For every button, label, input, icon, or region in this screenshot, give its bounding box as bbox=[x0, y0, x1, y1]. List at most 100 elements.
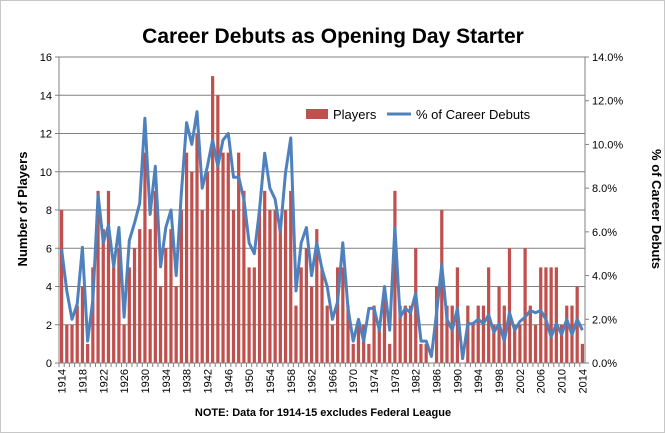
bar-1935 bbox=[169, 229, 173, 363]
bar-1951 bbox=[252, 267, 256, 363]
bar-1929 bbox=[138, 229, 142, 363]
bar-1918 bbox=[80, 286, 85, 363]
bar-1971 bbox=[356, 324, 361, 363]
x-tick-label: 1934 bbox=[161, 369, 173, 393]
x-tick-label: 1918 bbox=[77, 369, 89, 393]
bar-1914 bbox=[59, 210, 64, 363]
x-tick-label: 1950 bbox=[244, 369, 256, 393]
bar-2007 bbox=[544, 267, 548, 363]
y-tick-label: 6 bbox=[46, 243, 52, 255]
bar-1944 bbox=[216, 95, 220, 363]
bar-1950 bbox=[247, 267, 251, 363]
bar-2005 bbox=[533, 324, 538, 363]
bar-1931 bbox=[148, 229, 152, 363]
bar-1957 bbox=[283, 210, 288, 363]
bar-2004 bbox=[528, 305, 532, 363]
x-tick-label: 1966 bbox=[327, 369, 339, 393]
y-tick-label: 12 bbox=[40, 129, 52, 141]
x-tick-label: 1994 bbox=[473, 369, 485, 393]
line-series bbox=[60, 110, 584, 361]
y2-tick-label: 0.0% bbox=[592, 358, 617, 370]
chart-title: Career Debuts as Opening Day Starter bbox=[142, 25, 524, 48]
x-tick-label: 1982 bbox=[411, 369, 423, 393]
bar-1963 bbox=[315, 229, 319, 363]
bar-1934 bbox=[164, 248, 168, 363]
bar-1924 bbox=[112, 267, 116, 363]
bar-1954 bbox=[268, 210, 272, 363]
bar-1970 bbox=[351, 343, 355, 363]
x-tick-label: 1922 bbox=[98, 369, 110, 393]
bar-1925 bbox=[117, 248, 121, 363]
x-tick-label: 1938 bbox=[182, 369, 194, 393]
x-tick-label: 1986 bbox=[432, 369, 444, 393]
y2-tick-label: 12.0% bbox=[592, 96, 623, 108]
bar-2001 bbox=[513, 324, 517, 363]
y2-axis-ticks: 0.0% 2.0% 4.0% 6.0% 8.0% 10.0% 12.0% 14.0% bbox=[585, 52, 623, 370]
bar-1921 bbox=[96, 190, 100, 363]
x-tick-label: 1998 bbox=[494, 369, 506, 393]
bar-1962 bbox=[309, 286, 314, 363]
bar-1955 bbox=[273, 210, 277, 363]
bar-1937 bbox=[179, 210, 184, 363]
y-axis-title: Number of Players bbox=[15, 152, 30, 267]
bar-1916 bbox=[70, 324, 74, 363]
x-tick-label: 1930 bbox=[140, 369, 152, 393]
bar-1977 bbox=[388, 343, 392, 363]
bar-1966 bbox=[330, 324, 335, 363]
bar-1938 bbox=[184, 152, 189, 363]
bar-1922 bbox=[101, 229, 105, 363]
bar-2009 bbox=[554, 267, 558, 363]
bar-1948 bbox=[237, 152, 241, 363]
bar-1964 bbox=[320, 267, 324, 363]
bar-1956 bbox=[278, 229, 282, 363]
bar-1981 bbox=[408, 305, 413, 363]
x-tick-label: 1914 bbox=[57, 369, 69, 393]
bar-1943 bbox=[211, 76, 215, 363]
bar-1978 bbox=[393, 190, 397, 363]
bar-1920 bbox=[91, 267, 95, 363]
bar-1987 bbox=[440, 210, 444, 363]
bar-1947 bbox=[231, 210, 236, 363]
y-tick-label: 10 bbox=[40, 167, 52, 179]
bar-1988 bbox=[445, 305, 449, 363]
x-tick-label: 1954 bbox=[265, 369, 277, 393]
bar-1969 bbox=[346, 305, 350, 363]
bar-1983 bbox=[419, 343, 423, 363]
bar-1979 bbox=[398, 305, 402, 363]
bar-2002 bbox=[518, 324, 522, 363]
bar-1958 bbox=[289, 190, 293, 363]
x-tick-label: 1942 bbox=[202, 369, 214, 393]
bar-1941 bbox=[200, 210, 204, 363]
bar-1942 bbox=[205, 171, 210, 363]
bar-1972 bbox=[362, 324, 366, 363]
bar-2003 bbox=[523, 248, 527, 363]
bar-1997 bbox=[492, 324, 496, 363]
y2-tick-label: 4.0% bbox=[592, 271, 617, 283]
bar-1930 bbox=[143, 152, 147, 363]
x-tick-label: 1978 bbox=[390, 369, 402, 393]
y2-tick-label: 6.0% bbox=[592, 227, 617, 239]
bar-2006 bbox=[539, 267, 543, 363]
y2-tick-label: 10.0% bbox=[592, 139, 623, 151]
bar-1973 bbox=[367, 343, 371, 363]
bar-2010 bbox=[559, 324, 564, 363]
y-tick-label: 2 bbox=[46, 320, 52, 332]
bar-1994 bbox=[476, 305, 480, 363]
bar-1926 bbox=[122, 324, 126, 363]
y-tick-label: 0 bbox=[46, 358, 52, 370]
bar-1993 bbox=[471, 324, 475, 363]
bar-1949 bbox=[242, 190, 246, 363]
chart-note: NOTE: Data for 1914-15 excludes Federal … bbox=[195, 407, 451, 419]
bar-2008 bbox=[549, 267, 553, 363]
legend: Players % of Career Debuts bbox=[306, 107, 531, 122]
bar-1933 bbox=[158, 286, 163, 363]
legend-label-players: Players bbox=[333, 107, 377, 122]
x-tick-label: 2010 bbox=[557, 369, 569, 393]
y-axis-ticks: 0 2 4 6 8 10 12 14 16 bbox=[40, 52, 59, 370]
bar-1967 bbox=[336, 267, 340, 363]
pct-line bbox=[60, 110, 584, 361]
x-tick-label: 2002 bbox=[515, 369, 527, 393]
bar-1984 bbox=[424, 343, 428, 363]
bar-1915 bbox=[65, 324, 69, 363]
